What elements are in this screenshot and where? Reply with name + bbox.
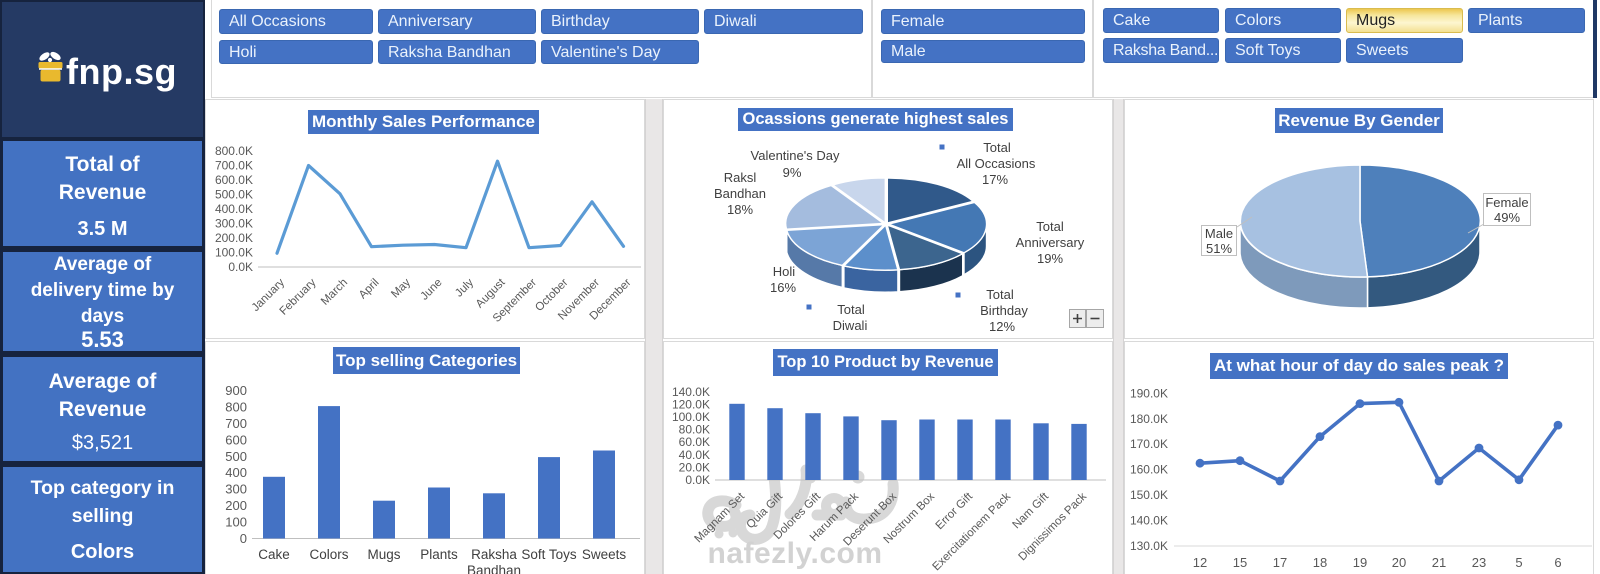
svg-text:700: 700: [225, 416, 247, 431]
svg-text:100.0K: 100.0K: [672, 410, 710, 424]
svg-text:All Occasions: All Occasions: [957, 156, 1036, 171]
svg-text:700.0K: 700.0K: [215, 159, 253, 173]
svg-text:Total: Total: [983, 140, 1011, 155]
svg-text:12%: 12%: [989, 319, 1015, 334]
svg-text:23: 23: [1472, 555, 1486, 570]
svg-text:Sweets: Sweets: [582, 547, 627, 562]
svg-text:60.0K: 60.0K: [679, 435, 710, 449]
svg-text:300.0K: 300.0K: [215, 217, 253, 231]
svg-text:140.0K: 140.0K: [672, 385, 710, 399]
svg-text:6: 6: [1554, 555, 1561, 570]
svg-text:0.0K: 0.0K: [685, 473, 710, 487]
svg-text:Mugs: Mugs: [367, 547, 400, 562]
svg-text:120.0K: 120.0K: [672, 397, 710, 411]
svg-text:140.0K: 140.0K: [1130, 513, 1168, 527]
svg-text:Valentine's Day: Valentine's Day: [751, 148, 840, 163]
svg-text:400: 400: [225, 465, 247, 480]
svg-text:Plants: Plants: [420, 547, 458, 562]
svg-text:19: 19: [1353, 555, 1367, 570]
svg-text:Exercitationem Pack: Exercitationem Pack: [931, 490, 1014, 573]
svg-text:0.0K: 0.0K: [228, 260, 253, 274]
svg-text:200.0K: 200.0K: [215, 231, 253, 245]
svg-text:Holi: Holi: [773, 264, 796, 279]
svg-text:17%: 17%: [982, 172, 1008, 187]
svg-text:Raksl: Raksl: [724, 170, 757, 185]
svg-text:April: April: [357, 277, 382, 302]
svg-text:Total: Total: [837, 302, 865, 317]
svg-text:300: 300: [225, 482, 247, 497]
svg-text:40.0K: 40.0K: [679, 448, 710, 462]
svg-text:Total: Total: [986, 287, 1014, 302]
svg-text:160.0K: 160.0K: [1130, 463, 1168, 477]
svg-text:nafezly.com: nafezly.com: [708, 537, 883, 570]
svg-text:180.0K: 180.0K: [1130, 412, 1168, 426]
svg-text:9%: 9%: [783, 165, 802, 180]
svg-text:21: 21: [1432, 555, 1446, 570]
svg-text:400.0K: 400.0K: [215, 202, 253, 216]
svg-text:Cake: Cake: [258, 547, 290, 562]
svg-text:Magnam Set: Magnam Set: [693, 490, 748, 545]
svg-text:Birthday: Birthday: [980, 303, 1028, 318]
svg-text:May: May: [389, 276, 413, 300]
svg-text:5: 5: [1515, 555, 1522, 570]
svg-text:July: July: [453, 276, 476, 299]
svg-text:Diwali: Diwali: [833, 318, 868, 333]
svg-text:200: 200: [225, 498, 247, 513]
svg-text:20: 20: [1392, 555, 1406, 570]
svg-text:15: 15: [1233, 555, 1247, 570]
svg-text:130.0K: 130.0K: [1130, 539, 1168, 553]
svg-text:0: 0: [240, 531, 247, 546]
svg-text:12: 12: [1193, 555, 1207, 570]
svg-text:800: 800: [225, 399, 247, 414]
svg-text:170.0K: 170.0K: [1130, 437, 1168, 451]
svg-text:600.0K: 600.0K: [215, 173, 253, 187]
svg-text:80.0K: 80.0K: [679, 423, 710, 437]
svg-text:18: 18: [1313, 555, 1327, 570]
svg-text:900: 900: [225, 383, 247, 398]
svg-text:Total: Total: [1036, 219, 1064, 234]
svg-text:Soft Toys: Soft Toys: [521, 547, 577, 562]
svg-text:500: 500: [225, 449, 247, 464]
svg-text:Colors: Colors: [309, 547, 348, 562]
svg-text:16%: 16%: [770, 280, 796, 295]
svg-text:19%: 19%: [1037, 251, 1063, 266]
svg-text:150.0K: 150.0K: [1130, 488, 1168, 502]
svg-text:June: June: [419, 277, 445, 303]
svg-text:March: March: [319, 277, 350, 308]
svg-text:600: 600: [225, 432, 247, 447]
svg-text:17: 17: [1273, 555, 1287, 570]
svg-text:20.0K: 20.0K: [679, 460, 710, 474]
svg-text:18%: 18%: [727, 202, 753, 217]
svg-text:Anniversary: Anniversary: [1016, 235, 1085, 250]
svg-text:100: 100: [225, 515, 247, 530]
svg-text:190.0K: 190.0K: [1130, 386, 1168, 400]
svg-text:Dignissimos Pack: Dignissimos Pack: [1016, 490, 1089, 563]
svg-text:800.0K: 800.0K: [215, 144, 253, 158]
svg-text:Bandhan: Bandhan: [714, 186, 766, 201]
svg-text:Raksha: Raksha: [471, 547, 517, 562]
svg-text:500.0K: 500.0K: [215, 188, 253, 202]
svg-text:100.0K: 100.0K: [215, 246, 253, 260]
svg-text:Bandhan: Bandhan: [467, 563, 521, 574]
